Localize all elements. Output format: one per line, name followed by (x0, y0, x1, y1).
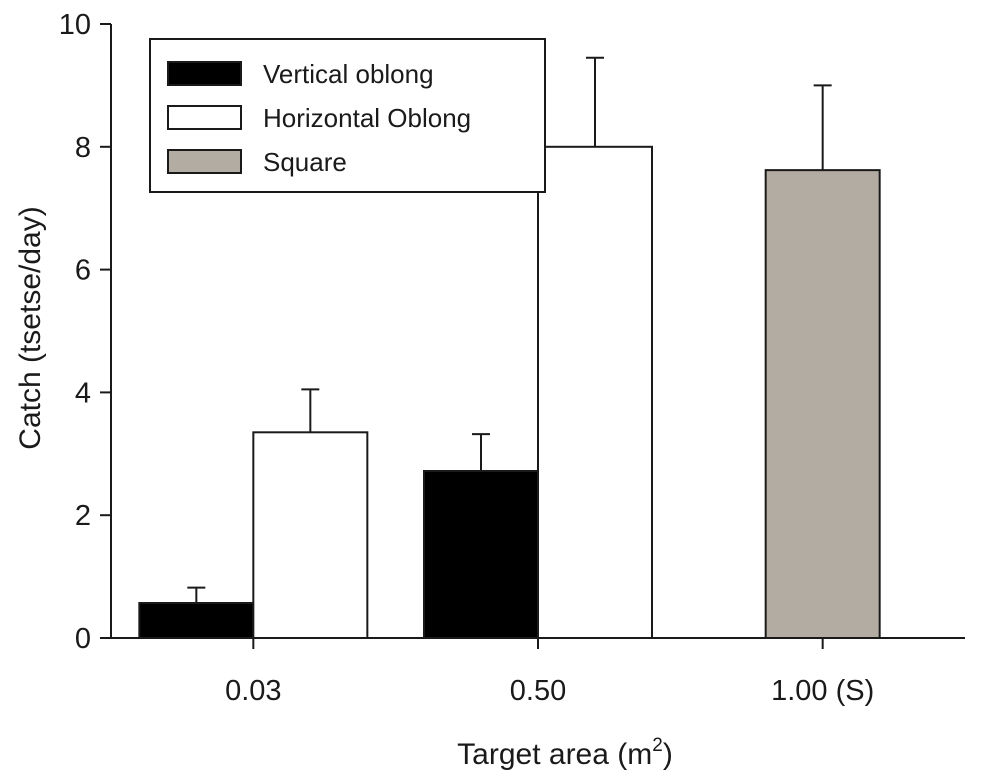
legend-swatch (167, 149, 242, 174)
y-tick-label: 10 (59, 9, 91, 41)
y-axis-title: Catch (tsetse/day) (14, 206, 47, 449)
legend-items: Vertical oblong Horizontal Oblong Square (167, 59, 471, 177)
error-bars-layer (187, 56, 832, 604)
legend-swatch (167, 61, 242, 86)
x-axis-title-superscript: 2 (652, 735, 663, 756)
y-axis-ticks: 0 2 4 6 8 10 (59, 9, 111, 655)
y-tick-label: 6 (75, 255, 91, 287)
bar-horizontal-oblong (252, 431, 369, 639)
y-tick-label: 4 (75, 377, 91, 409)
bar-vertical-oblong (138, 602, 255, 640)
x-tick-label: 1.00 (S) (771, 675, 874, 707)
y-tick-label: 2 (75, 500, 91, 532)
y-tick-label: 8 (75, 132, 91, 164)
bars-layer (138, 145, 881, 640)
x-tick-label: 0.50 (510, 675, 566, 707)
legend-swatch (167, 105, 242, 130)
legend-label: Horizontal Oblong (263, 103, 471, 133)
x-tick-label: 0.03 (225, 675, 281, 707)
bar-vertical-oblong (423, 469, 539, 639)
x-axis-title-main: Target area (m (457, 738, 652, 771)
x-axis-title-suffix: ) (663, 738, 673, 771)
bar-horizontal-oblong (537, 145, 653, 640)
legend-label: Square (263, 147, 347, 177)
bar-square (764, 169, 881, 640)
y-tick-label: 0 (75, 623, 91, 655)
legend: Vertical oblong Horizontal Oblong Square (149, 38, 546, 193)
x-axis-title: Target area (m2) (457, 735, 673, 771)
x-axis-ticks: 0.03 0.50 1.00 (S) (225, 638, 874, 707)
legend-label: Vertical oblong (263, 59, 434, 89)
